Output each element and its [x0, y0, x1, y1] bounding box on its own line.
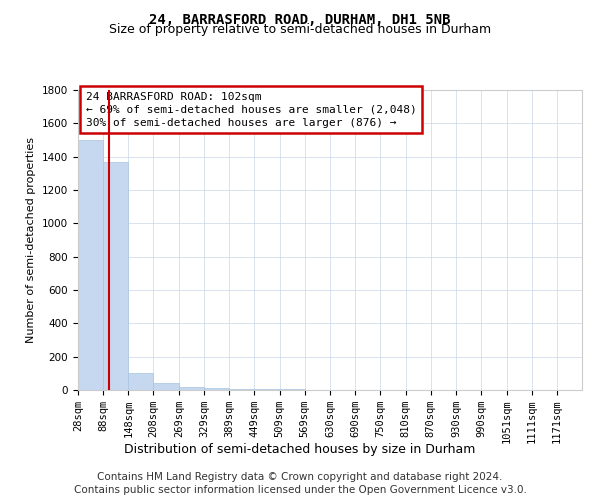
- Y-axis label: Number of semi-detached properties: Number of semi-detached properties: [26, 137, 37, 343]
- Bar: [179, 386, 204, 390]
- Bar: [154, 382, 179, 390]
- Bar: [229, 388, 254, 390]
- Bar: [204, 388, 229, 390]
- Bar: [78, 140, 103, 390]
- Text: Distribution of semi-detached houses by size in Durham: Distribution of semi-detached houses by …: [124, 442, 476, 456]
- Text: Contains HM Land Registry data © Crown copyright and database right 2024.: Contains HM Land Registry data © Crown c…: [97, 472, 503, 482]
- Text: 24, BARRASFORD ROAD, DURHAM, DH1 5NB: 24, BARRASFORD ROAD, DURHAM, DH1 5NB: [149, 12, 451, 26]
- Text: 24 BARRASFORD ROAD: 102sqm
← 69% of semi-detached houses are smaller (2,048)
30%: 24 BARRASFORD ROAD: 102sqm ← 69% of semi…: [86, 92, 416, 128]
- Bar: [254, 389, 280, 390]
- Text: Size of property relative to semi-detached houses in Durham: Size of property relative to semi-detach…: [109, 22, 491, 36]
- Bar: [103, 162, 128, 390]
- Bar: [128, 374, 154, 390]
- Text: Contains public sector information licensed under the Open Government Licence v3: Contains public sector information licen…: [74, 485, 526, 495]
